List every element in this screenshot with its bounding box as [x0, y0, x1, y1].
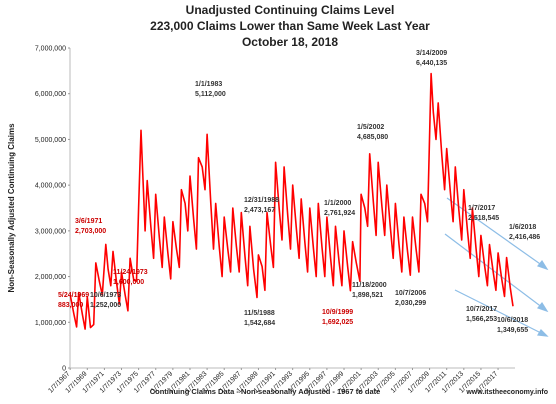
annotation-date: 11/5/1988 [244, 310, 275, 317]
annotation-value: 1,898,521 [352, 292, 383, 299]
y-tick-label: 0 [62, 366, 66, 373]
annotation-value: 2,518,545 [468, 215, 499, 222]
annotation-date: 12/31/1988 [244, 197, 279, 204]
annotation-date: 5/24/1969 [58, 292, 89, 299]
annotation-date: 1/1/2000 [324, 200, 351, 207]
y-axis-label: Non-Seasonally Adjusted Continuing Claim… [7, 123, 16, 293]
annotation-value: 883,000 [58, 302, 83, 309]
annotation-date: 10/7/2017 [466, 306, 497, 313]
annotation-date: 1/7/2017 [468, 205, 495, 212]
annotation-value: 1,692,025 [322, 319, 353, 326]
arrow-head [537, 329, 549, 337]
annotation-value: 6,440,135 [416, 60, 447, 67]
y-tick-label: 7,000,000 [35, 46, 66, 53]
annotation-value: 4,685,080 [357, 134, 388, 141]
arrow-head [536, 301, 549, 313]
x-axis-label: Continuing Claims Data - Non-seasonally … [150, 387, 381, 396]
annotation-date: 1/5/2002 [357, 124, 384, 131]
y-tick-label: 5,000,000 [35, 137, 66, 144]
annotation-date: 3/14/2009 [416, 50, 447, 57]
chart-title: Unadjusted Continuing Claims Level [186, 3, 395, 17]
source: www.itstheeconomy.info [465, 389, 548, 396]
annotation-date: 10/6/2018 [497, 317, 528, 324]
annotation-value: 2,703,000 [75, 228, 106, 235]
annotation-value: 2,030,299 [395, 300, 426, 307]
chart-subtitle: 223,000 Claims Lower than Same Week Last… [150, 19, 430, 33]
arrow-head [536, 259, 549, 271]
annotation-value: 1,252,000 [90, 302, 121, 309]
y-tick-label: 6,000,000 [35, 91, 66, 98]
annotation-date: 11/24/1973 [113, 269, 148, 276]
annotation-value: 1,566,253 [466, 316, 497, 323]
annotation-date: 3/6/1971 [75, 218, 102, 225]
annotation-date: 11/18/2000 [352, 282, 387, 289]
y-tick-label: 4,000,000 [35, 183, 66, 190]
annotation-value: 1,600,000 [113, 279, 144, 286]
data-line [69, 72, 514, 330]
trend-arrow [454, 289, 544, 335]
annotation-date: 1/6/2018 [509, 224, 536, 231]
annotation-value: 2,761,924 [324, 210, 355, 217]
trend-arrow [444, 233, 544, 309]
annotation-value: 5,112,000 [195, 91, 226, 98]
annotation-date: 10/6/1973 [90, 292, 121, 299]
annotation-date: 10/7/2006 [395, 290, 426, 297]
annotation-date: 10/9/1999 [322, 309, 353, 316]
annotation-value: 1,349,655 [497, 327, 528, 334]
y-tick-label: 1,000,000 [35, 320, 66, 327]
annotation-value: 2,473,167 [244, 207, 275, 214]
chart-date: October 18, 2018 [242, 35, 338, 49]
annotation-date: 1/1/1983 [195, 81, 222, 88]
y-tick-label: 3,000,000 [35, 228, 66, 235]
annotation-value: 2,416,486 [509, 234, 540, 241]
y-tick-label: 2,000,000 [35, 274, 66, 281]
annotation-value: 1,542,684 [244, 320, 275, 327]
